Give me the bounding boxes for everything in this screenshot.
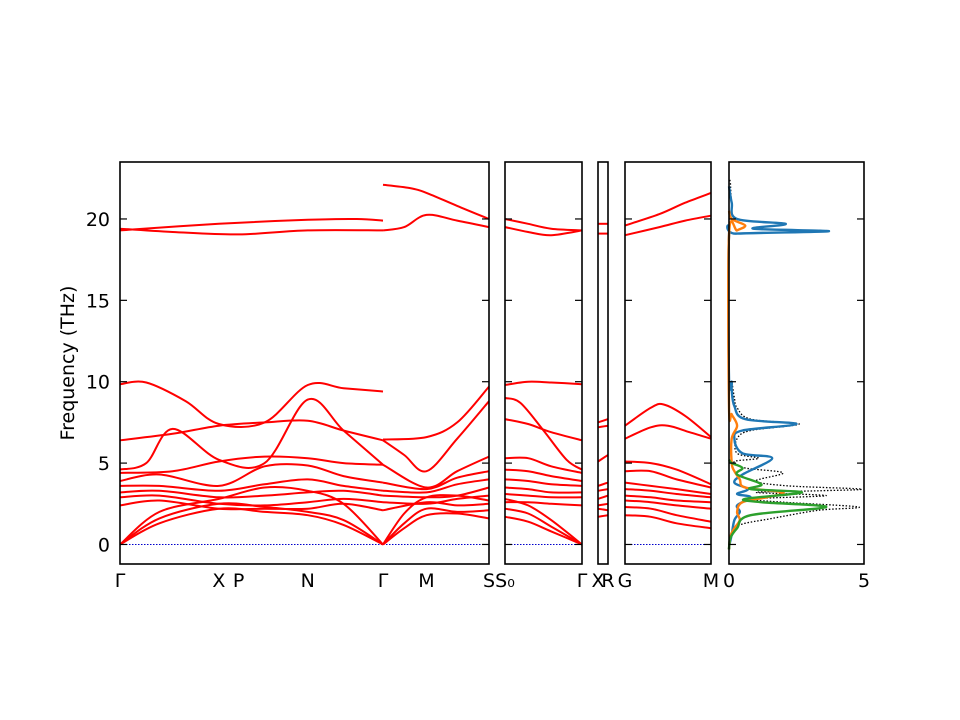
- x-tick-label: N: [301, 570, 315, 592]
- band-p5-3: [624, 424, 712, 440]
- band-p4-9: [597, 507, 609, 512]
- band-p4-7: [597, 494, 609, 500]
- band-p5-9: [624, 499, 712, 510]
- band-p2-8: [382, 494, 490, 505]
- band-p5-0: [624, 191, 712, 227]
- band-lines: [119, 178, 863, 550]
- band-p3-1: [504, 226, 583, 237]
- y-tick-label: 5: [98, 453, 110, 475]
- x-tick-label: M: [418, 570, 434, 592]
- band-p3-2: [504, 380, 583, 386]
- band-p4-4: [597, 454, 609, 463]
- band-p4-8: [597, 502, 609, 507]
- band-p1-1: [119, 227, 384, 236]
- band-p1-4: [119, 397, 384, 471]
- band-p1-7: [119, 478, 384, 492]
- x-tick-label: G: [618, 570, 633, 592]
- band-p5-6: [624, 481, 712, 495]
- band-p2-5: [382, 470, 490, 491]
- x-tick-label: X: [212, 570, 225, 592]
- band-p1-9: [119, 494, 384, 507]
- band-p2-0: [382, 183, 490, 220]
- band-p4-3: [597, 424, 609, 429]
- band-p3-12: [504, 507, 583, 546]
- band-p1-5: [119, 455, 384, 474]
- band-p3-3: [504, 418, 583, 442]
- band-p1-0: [119, 217, 384, 232]
- x-tick-label: P: [233, 570, 244, 592]
- band-p2-6: [382, 478, 490, 494]
- band-p5-1: [624, 214, 712, 237]
- band-p1-8: [119, 489, 384, 499]
- x-tick-label: X: [591, 570, 604, 592]
- band-p5-8: [624, 494, 712, 504]
- x-tick-label: M: [703, 570, 719, 592]
- band-p5-11: [624, 514, 712, 530]
- panel-frame-5: [624, 161, 712, 565]
- band-p5-2: [624, 402, 712, 438]
- band-p5-4: [624, 460, 712, 486]
- y-tick-label: 15: [86, 290, 110, 312]
- band-p1-6: [119, 463, 384, 487]
- dos-x-tick-label: 5: [858, 570, 870, 592]
- dos-curve-1: [726, 186, 831, 550]
- x-tick-label: Γ: [378, 570, 389, 592]
- y-tick-label: 10: [86, 372, 110, 394]
- band-p2-4: [382, 455, 490, 489]
- band-p2-12: [382, 512, 490, 546]
- panel-frame-3: [504, 161, 583, 565]
- band-p5-7: [624, 488, 712, 499]
- band-p1-2: [119, 380, 384, 428]
- band-p4-2: [597, 418, 609, 424]
- band-p2-3: [382, 400, 490, 473]
- band-p3-6: [504, 468, 583, 482]
- tick-marks: [120, 218, 864, 546]
- panel-frame-main: [119, 161, 490, 565]
- band-p3-11: [504, 497, 583, 546]
- band-p4-5: [597, 481, 609, 487]
- band-p3-5: [504, 456, 583, 474]
- band-p1-12: [119, 502, 384, 546]
- band-p3-9: [504, 493, 583, 499]
- dos-x-tick-label: 0: [723, 570, 735, 592]
- band-p2-2: [382, 385, 490, 441]
- y-axis-label: Frequency (THz): [57, 286, 79, 441]
- band-p3-4: [504, 397, 583, 471]
- x-tick-label: S₀: [495, 570, 515, 592]
- band-p3-13: [504, 515, 583, 546]
- x-tick-label: R: [601, 570, 614, 592]
- band-p3-7: [504, 478, 583, 487]
- panel-frames: [119, 161, 865, 565]
- band-p5-5: [624, 469, 712, 489]
- band-p5-10: [624, 506, 712, 523]
- band-p1-11: [119, 486, 384, 546]
- x-tick-label: Γ: [577, 570, 588, 592]
- band-p2-7: [382, 486, 490, 499]
- x-tick-label: Γ: [115, 570, 126, 592]
- band-p2-11: [382, 507, 490, 546]
- y-tick-label: 20: [86, 209, 110, 231]
- band-p2-1: [382, 213, 490, 232]
- dos-curve-2: [727, 210, 785, 550]
- band-p4-10: [597, 514, 609, 518]
- band-p2-10: [382, 494, 490, 546]
- band-p1-13: [119, 507, 384, 546]
- dos-curve-3: [727, 459, 828, 550]
- band-p2-9: [382, 501, 490, 512]
- band-p4-6: [597, 488, 609, 492]
- band-p3-8: [504, 486, 583, 494]
- panel-frame-dos: [728, 161, 865, 565]
- y-tick-label: 0: [98, 534, 110, 556]
- panel-frame-4: [597, 161, 609, 565]
- band-p3-0: [504, 218, 583, 232]
- x-tick-label: S: [483, 570, 495, 592]
